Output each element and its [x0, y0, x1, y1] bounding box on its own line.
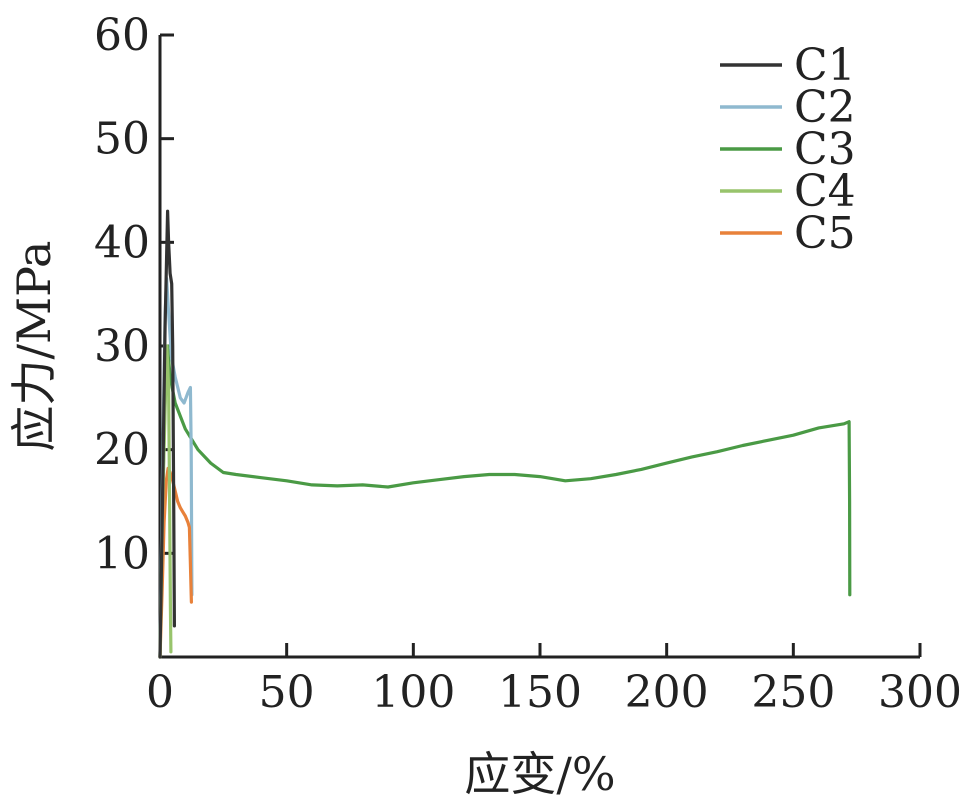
- tick-labels: 0 50 100 150 200 250 300 10 20 30 40 50 60: [94, 10, 962, 718]
- y-tick-label: 50: [94, 114, 150, 165]
- y-axis-title: 应力/MPa: [7, 241, 61, 452]
- x-tick-label: 0: [146, 667, 174, 718]
- x-tick-label: 100: [371, 667, 455, 718]
- y-tick-label: 10: [94, 528, 150, 579]
- y-tick-label: 60: [94, 10, 150, 61]
- x-tick-label: 300: [878, 667, 962, 718]
- legend-label-c3: C3: [794, 124, 856, 175]
- series-line-c5: [158, 466, 193, 659]
- series-line-c1: [158, 209, 176, 659]
- legend-label-c4: C4: [794, 166, 856, 217]
- legend-label-c5: C5: [794, 208, 856, 259]
- y-tick-label: 30: [94, 321, 150, 372]
- legend-label-c1: C1: [794, 40, 856, 91]
- series-line-c3: [158, 344, 852, 659]
- y-tick-label: 40: [94, 217, 150, 268]
- x-axis-title: 应变/%: [464, 747, 615, 801]
- x-tick-label: 150: [498, 667, 582, 718]
- series-layer: [158, 209, 852, 659]
- y-tick-label: 20: [94, 425, 150, 476]
- x-tick-label: 200: [625, 667, 709, 718]
- x-tick-label: 50: [259, 667, 315, 718]
- x-tick-label: 250: [751, 667, 835, 718]
- legend-label-c2: C2: [794, 82, 856, 133]
